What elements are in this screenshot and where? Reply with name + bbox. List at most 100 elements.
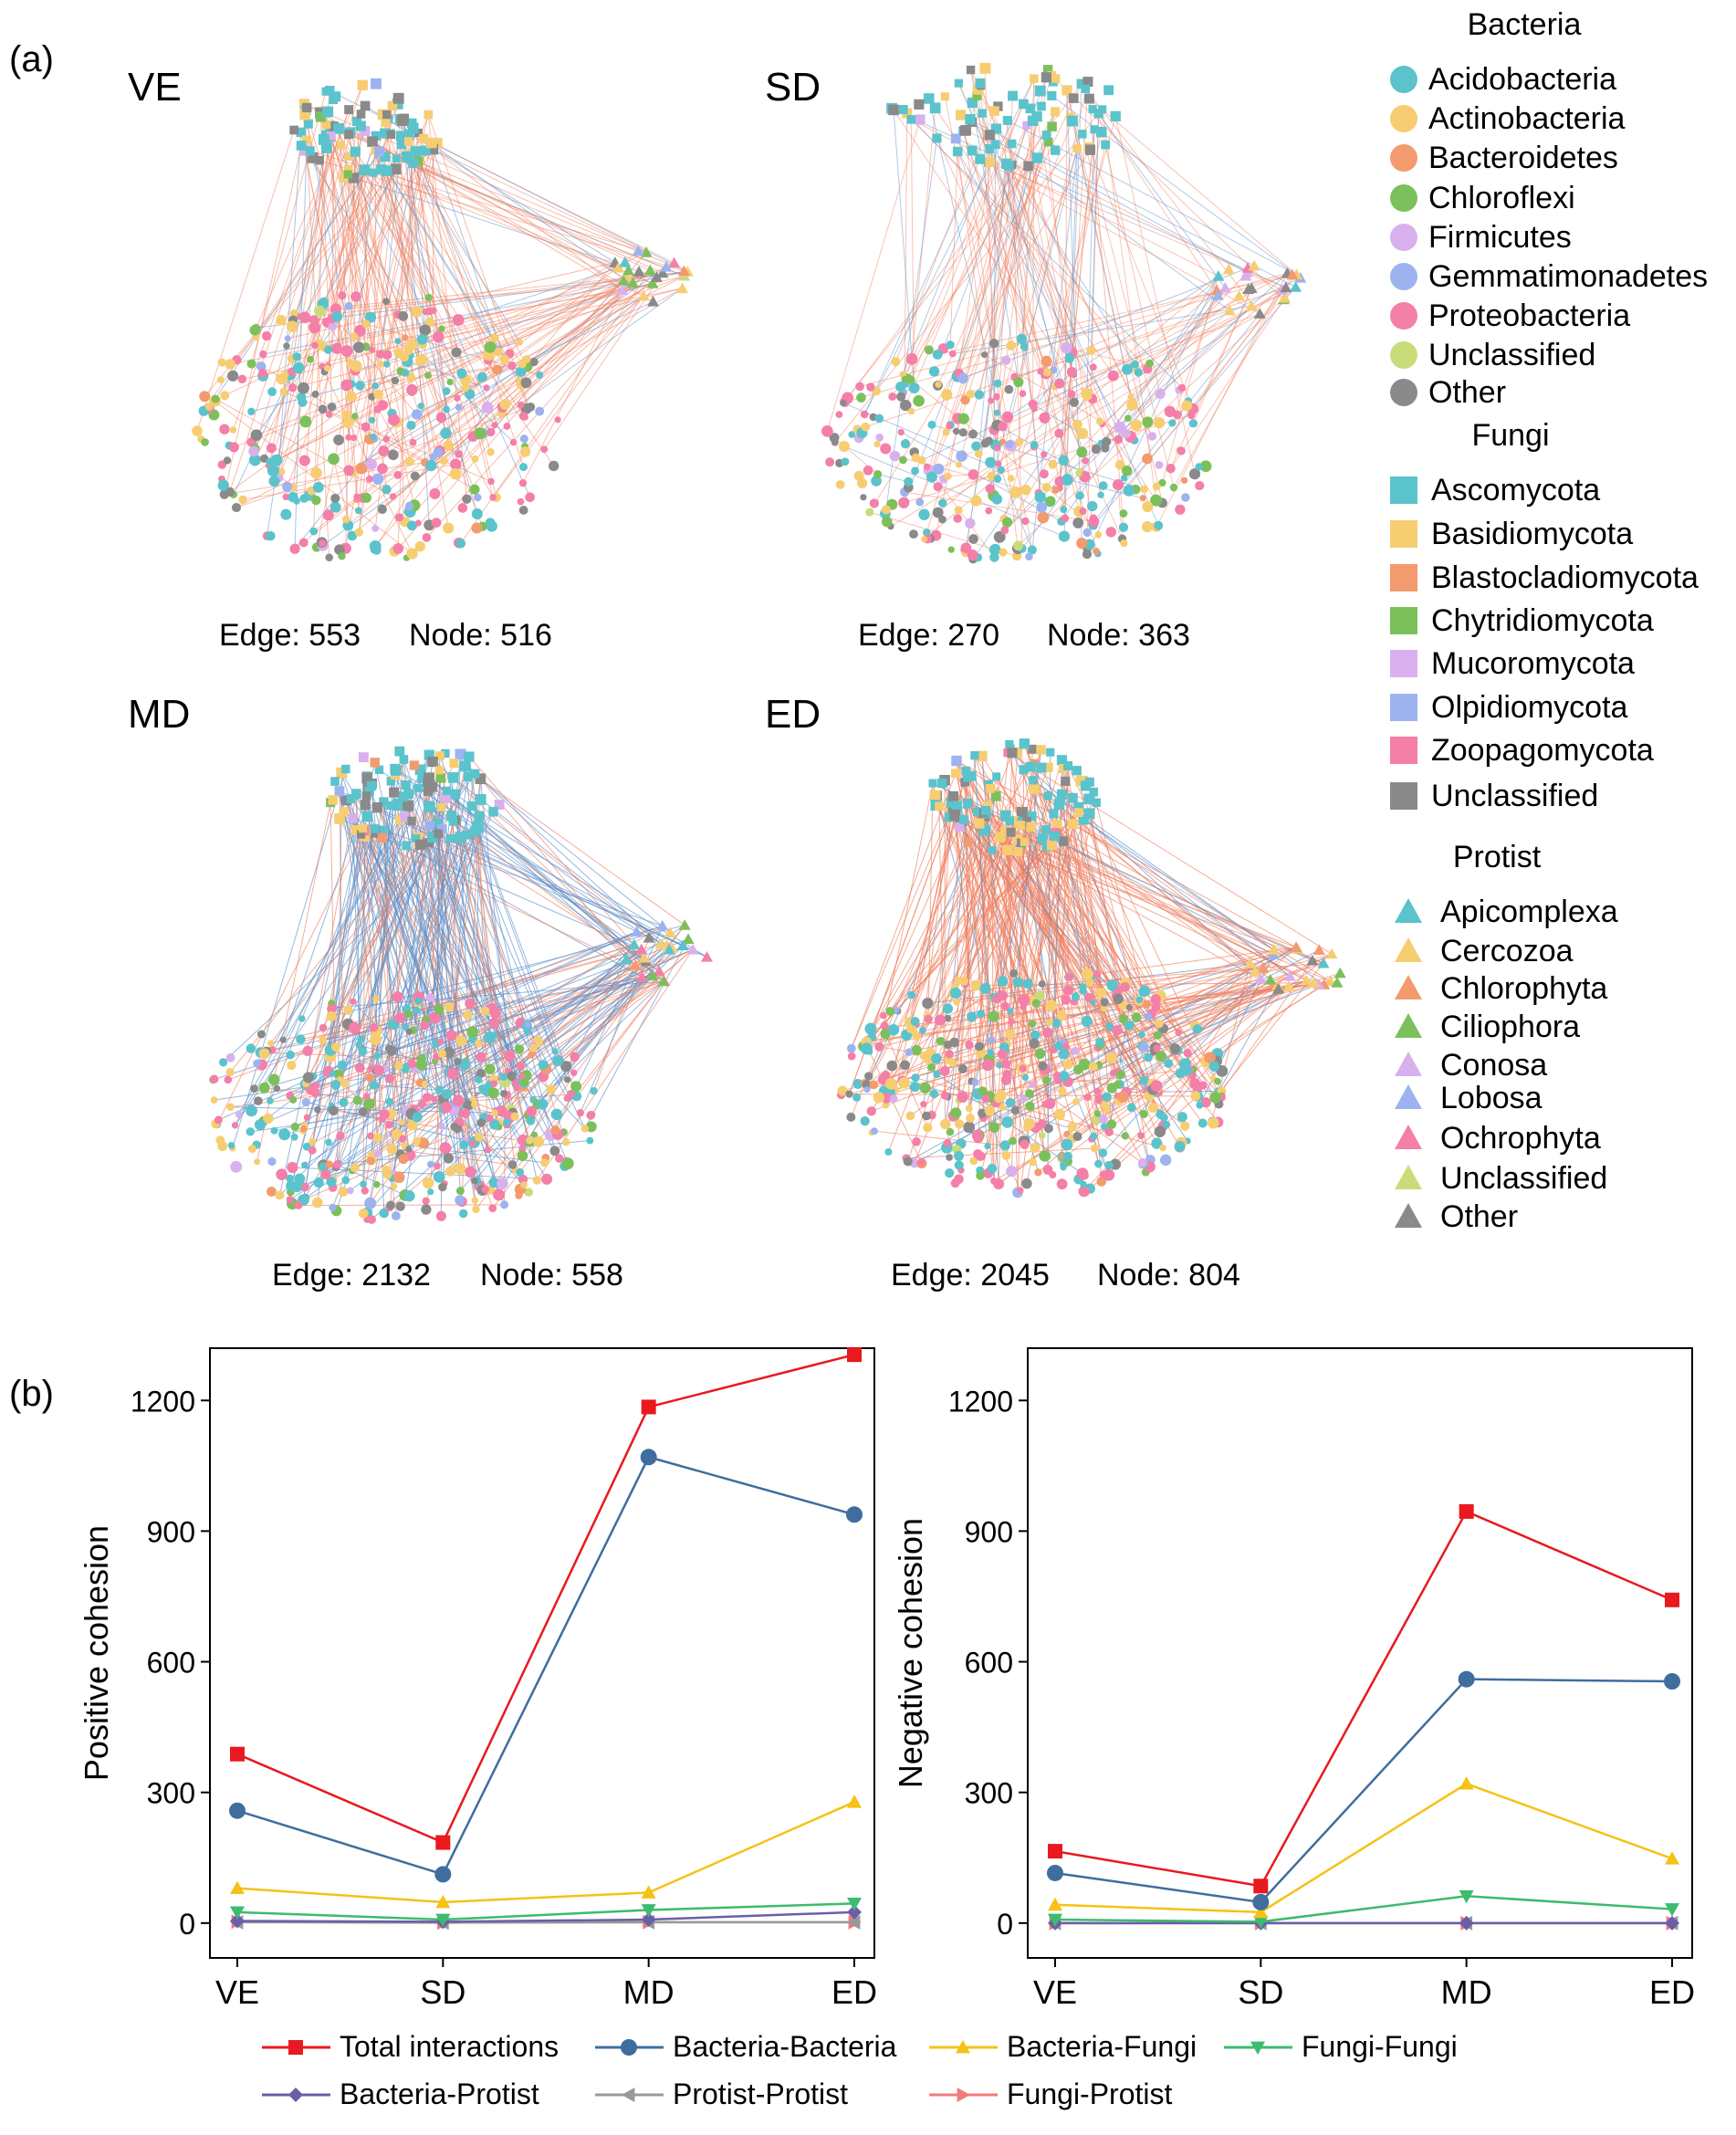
network-graph-md — [209, 746, 714, 1224]
data-point-bacteria-fungi — [1048, 1897, 1062, 1911]
network-edge-count-md: Edge: 2132 — [272, 1258, 431, 1293]
data-point-bacteria-fungi — [847, 1795, 862, 1808]
legend-marker-bacteria-fungi — [956, 2040, 970, 2054]
negative-cohesion-chart: 0 300 600 900 1200 VE SD MD ED Negative cohesion — [892, 1347, 1695, 2011]
legend-bacteria-label-gemmatimonadetes: Gemmatimonadetes — [1428, 259, 1708, 294]
network-nodes-ve — [192, 78, 694, 562]
x-tick-label-md: MD — [1441, 1973, 1492, 2011]
data-point-total-interactions — [1253, 1879, 1269, 1894]
network-nodes-sd — [821, 62, 1307, 564]
network-title-sd: SD — [765, 65, 821, 110]
chart-frame — [1027, 1347, 1693, 1959]
network-nodes-md — [209, 746, 714, 1224]
legend-protist-label-unclassified: Unclassified — [1440, 1161, 1607, 1196]
network-panel-sd: SD Edge: 270 Node: 363 — [765, 62, 1307, 653]
data-point-fungi-fungi — [230, 1906, 245, 1920]
network-graph-ve — [192, 78, 694, 562]
network-title-md: MD — [128, 692, 190, 737]
network-node-count-ve: Node: 516 — [409, 618, 552, 653]
series-line-bacteria-fungi — [236, 1801, 855, 1904]
legend-fungi-items: Ascomycota Basidiomycota Blastocladiomycot… — [1390, 473, 1699, 813]
data-point-bacteria-protist — [230, 1913, 245, 1929]
data-point-bacteria-protist — [1459, 1915, 1474, 1931]
network-edges-sd — [826, 68, 1302, 560]
legend-fungi-label-olpidiomycota: Olpidiomycota — [1431, 690, 1628, 725]
legend-protist-marker-chlorophyta — [1395, 975, 1422, 999]
legend-protist-marker-other — [1395, 1203, 1422, 1228]
y-axis-title: Negative cohesion — [892, 1518, 929, 1788]
data-point-bacteria-protist — [1665, 1915, 1679, 1931]
y-tick-label: 900 — [147, 1515, 195, 1548]
legend-protist-label-lobosa: Lobosa — [1440, 1081, 1543, 1115]
legend-bacteria-label-firmicutes: Firmicutes — [1428, 220, 1572, 255]
legend-label-bacteria-bacteria: Bacteria-Bacteria — [673, 2030, 897, 2063]
network-node-count-md: Node: 558 — [480, 1258, 623, 1293]
data-point-fungi-fungi — [1253, 1915, 1269, 1930]
data-point-bacteria-bacteria — [1664, 1673, 1680, 1690]
data-point-bacteria-bacteria — [434, 1866, 452, 1883]
data-point-total-interactions — [847, 1347, 862, 1363]
data-point-bacteria-fungi — [641, 1885, 656, 1899]
y-tick-label: 1200 — [131, 1385, 195, 1418]
legend-label-bacteria-fungi: Bacteria-Fungi — [1007, 2030, 1197, 2063]
network-title-ve: VE — [128, 65, 182, 110]
legend-bacteria-label-unclassified: Unclassified — [1428, 338, 1595, 372]
legend-fungi-marker-ascomycota — [1390, 476, 1417, 504]
legend-protist-label-chlorophyta: Chlorophyta — [1440, 971, 1607, 1006]
x-tick-label-ve: VE — [215, 1973, 259, 2011]
legend-fungi-label-mucoromycota: Mucoromycota — [1431, 646, 1635, 681]
legend-bacteria-marker-proteobacteria — [1390, 302, 1417, 330]
legend-bacteria-marker-gemmatimonadetes — [1390, 263, 1417, 290]
data-point-bacteria-protist — [641, 1912, 656, 1928]
legend-bacteria-label-acidobacteria: Acidobacteria — [1428, 62, 1616, 97]
panel-label-a: (a) — [9, 39, 54, 79]
data-point-bacteria-bacteria — [640, 1449, 657, 1466]
legend-bacteria-label-proteobacteria: Proteobacteria — [1428, 298, 1630, 333]
legend-fungi-marker-mucoromycota — [1390, 650, 1417, 677]
data-point-bacteria-bacteria — [1047, 1864, 1063, 1881]
data-point-fungi-fungi — [847, 1897, 862, 1911]
legend-fungi-marker-basidiomycota — [1390, 520, 1417, 548]
data-point-bacteria-fungi — [1253, 1904, 1269, 1919]
y-tick-label: 300 — [965, 1777, 1013, 1810]
legend-label-protist-protist: Protist-Protist — [673, 2077, 848, 2110]
legend-fungi-label-blastocladiomycota: Blastocladiomycota — [1431, 560, 1699, 595]
legend-protist-marker-apicomplexa — [1395, 898, 1422, 923]
legend-fungi-marker-unclassified — [1390, 782, 1417, 810]
data-point-bacteria-bacteria — [846, 1506, 863, 1523]
network-edge-count-ed: Edge: 2045 — [891, 1258, 1050, 1293]
data-point-fungi-fungi — [1048, 1913, 1062, 1928]
legend-protist-marker-ciliophora — [1395, 1013, 1422, 1038]
y-tick-label: 600 — [965, 1647, 1013, 1680]
panel-label-b: (b) — [9, 1374, 54, 1414]
x-tick-label-ed: ED — [831, 1973, 877, 2011]
legend-fungi-marker-blastocladiomycota — [1390, 564, 1417, 591]
data-point-bacteria-fungi — [435, 1894, 451, 1909]
series-legend: Total interactions Bacteria-Bacteria Bacte… — [262, 2030, 1458, 2110]
x-tick-label-ed: ED — [1649, 1973, 1695, 2011]
network-graph-sd — [821, 62, 1307, 564]
legend-fungi-label-chytridiomycota: Chytridiomycota — [1431, 603, 1654, 638]
data-point-total-interactions — [1665, 1592, 1679, 1607]
y-axis-title: Positive cohesion — [78, 1525, 115, 1781]
legend-fungi-label-basidiomycota: Basidiomycota — [1431, 517, 1633, 551]
legend-bacteria-marker-firmicutes — [1390, 224, 1417, 251]
data-point-bacteria-bacteria — [1252, 1893, 1270, 1910]
legend-protist-label-ciliophora: Ciliophora — [1440, 1010, 1580, 1044]
legend-bacteria-label-actinobacteria: Actinobacteria — [1428, 101, 1626, 136]
y-tick-label: 1200 — [948, 1385, 1013, 1418]
legend-marker-bacteria-protist — [288, 2088, 303, 2102]
legend-protist-marker-conosa — [1395, 1052, 1422, 1076]
series-line-fungi-fungi — [1054, 1894, 1673, 1923]
legend-protist-label-cercozoa: Cercozoa — [1440, 934, 1574, 968]
data-point-total-interactions — [1048, 1844, 1062, 1859]
legend-bacteria-marker-chloroflexi — [1390, 184, 1417, 212]
legend-marker-total-interactions — [288, 2040, 303, 2055]
legend-bacteria-marker-acidobacteria — [1390, 66, 1417, 93]
data-point-bacteria-bacteria — [1458, 1670, 1475, 1688]
series-line-bacteria-bacteria — [1054, 1678, 1673, 1904]
legend-marker-bacteria-bacteria — [621, 2039, 637, 2056]
x-tick-label-ve: VE — [1033, 1973, 1077, 2011]
series-line-total-interactions — [1054, 1510, 1673, 1888]
